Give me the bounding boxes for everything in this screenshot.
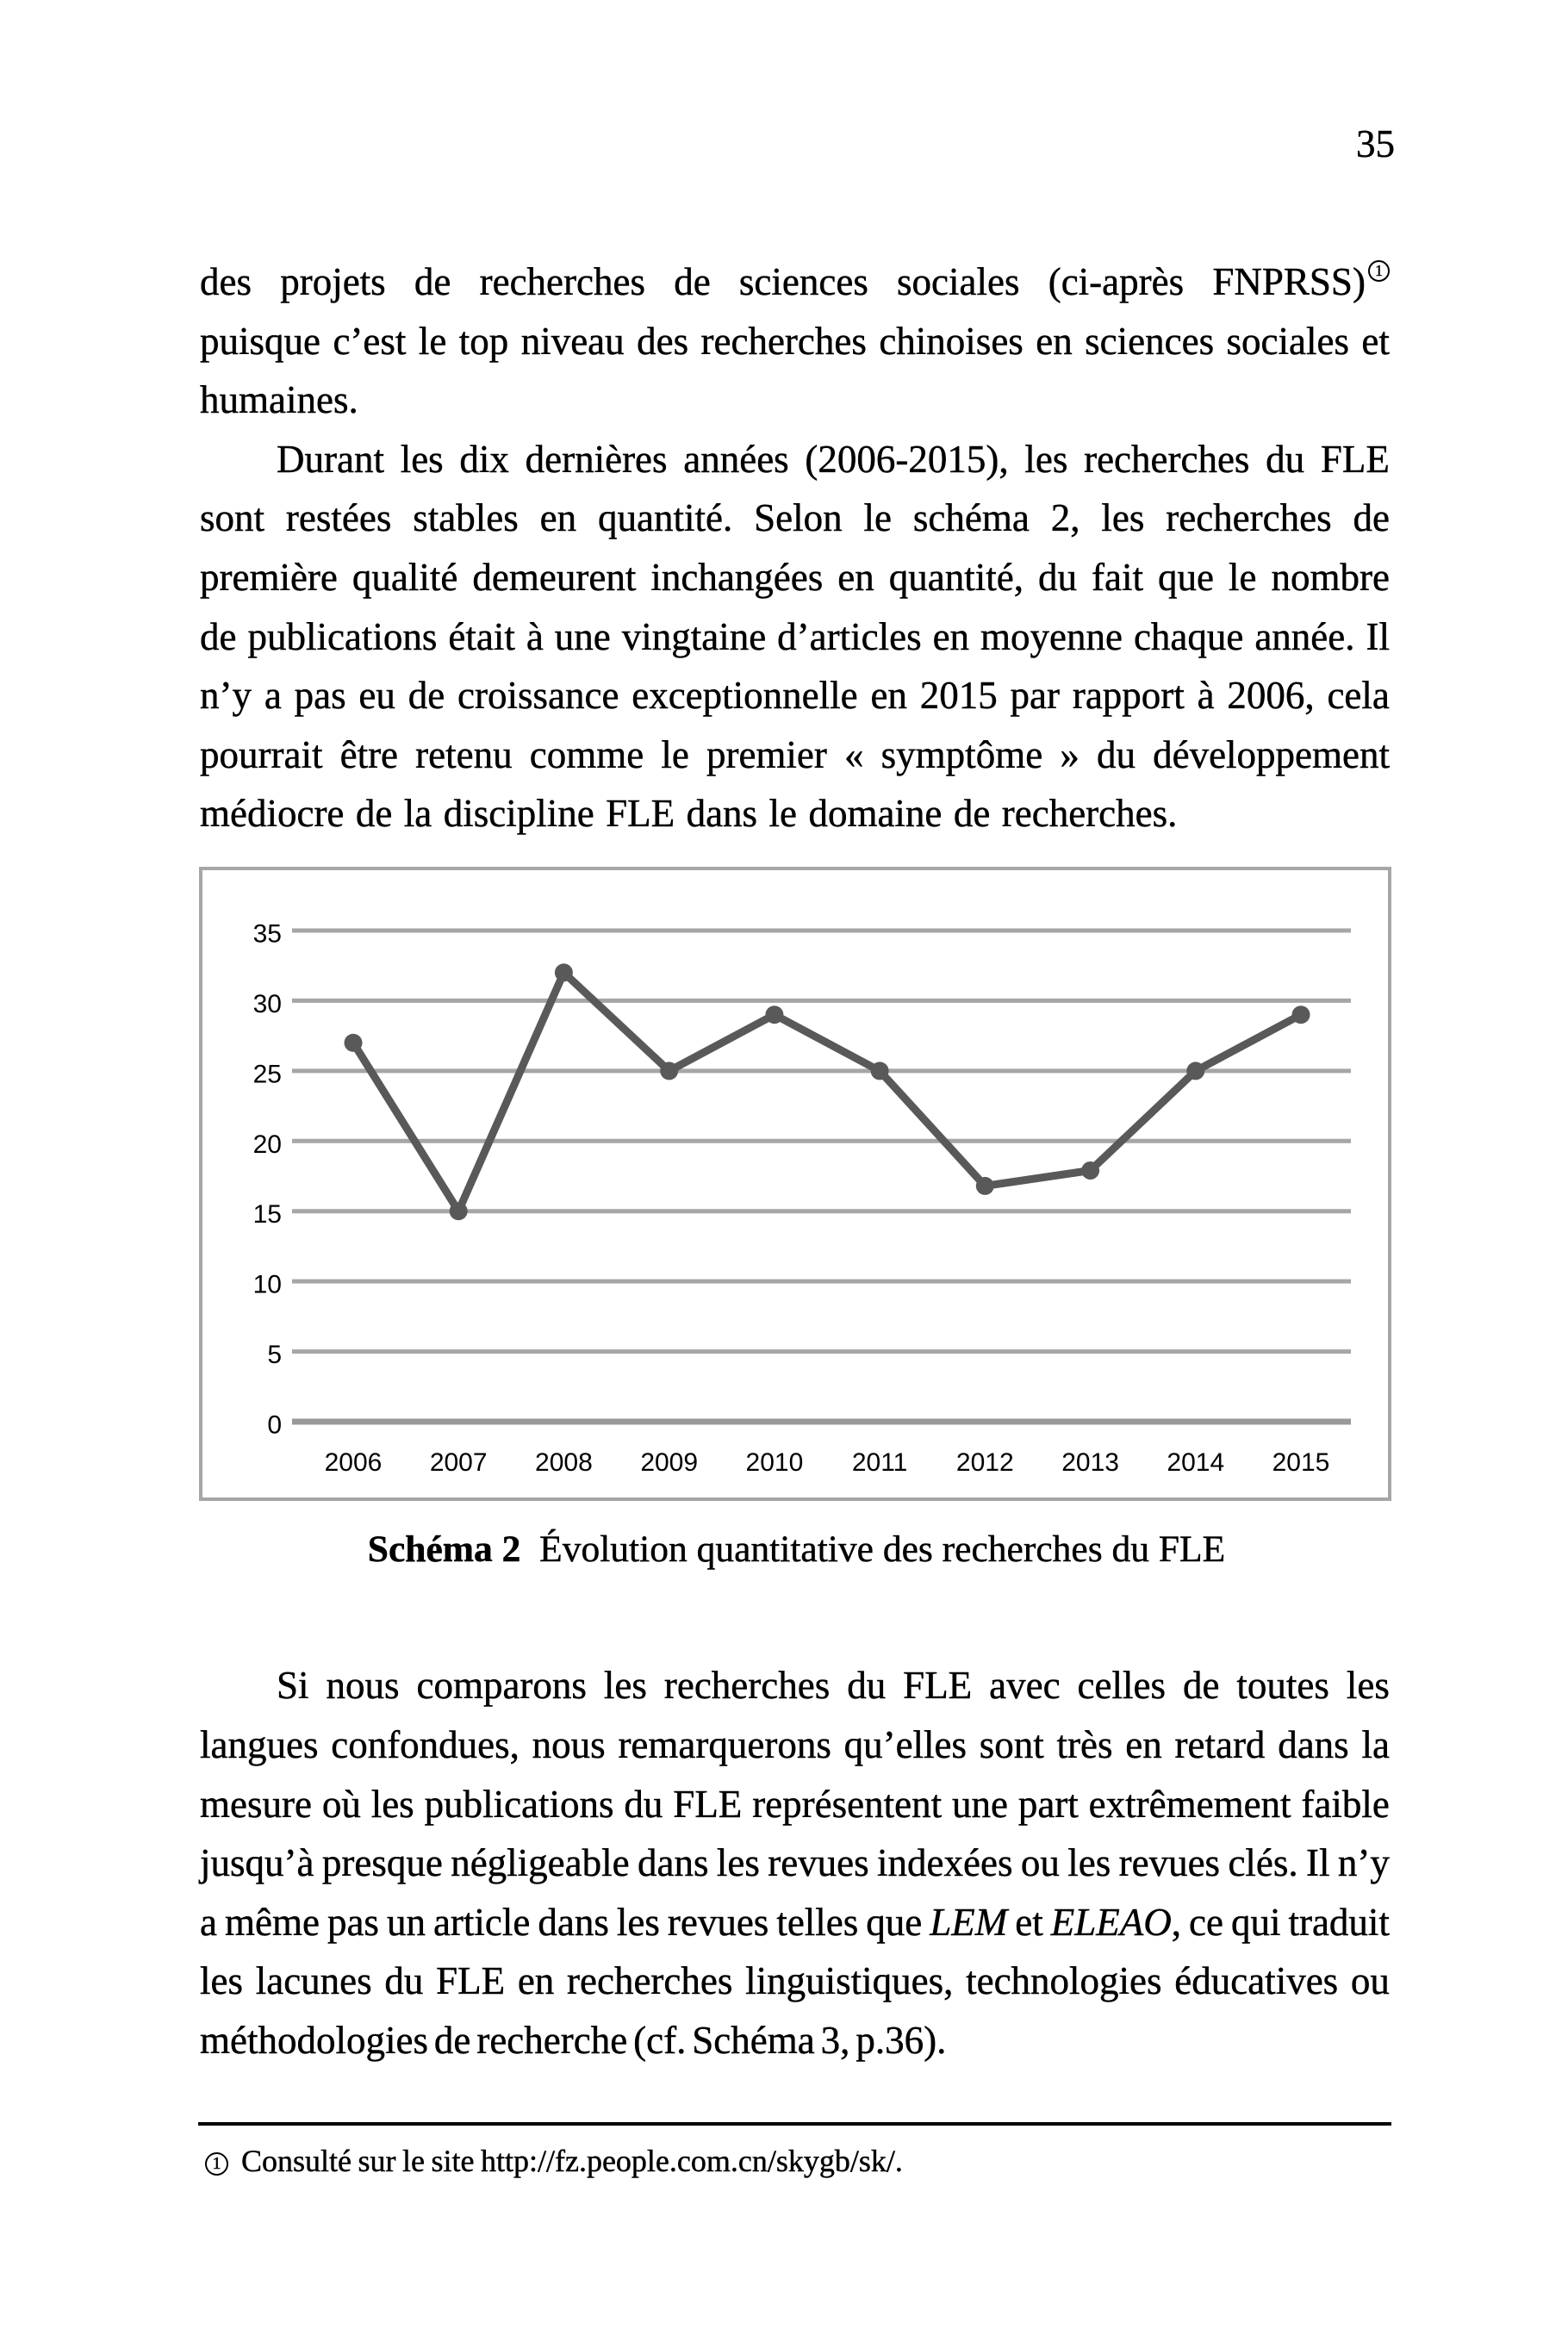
svg-text:25: 25 [253,1060,282,1088]
svg-text:2007: 2007 [430,1448,488,1477]
svg-text:2009: 2009 [640,1448,698,1477]
svg-text:2006: 2006 [325,1448,383,1477]
svg-text:30: 30 [253,990,282,1018]
svg-text:20: 20 [253,1130,282,1159]
svg-text:35: 35 [253,920,282,949]
svg-text:15: 15 [253,1200,282,1229]
svg-text:2011: 2011 [852,1448,908,1477]
svg-text:2008: 2008 [535,1448,593,1477]
svg-text:5: 5 [267,1341,282,1369]
svg-text:0: 0 [267,1411,282,1440]
svg-text:2015: 2015 [1272,1448,1330,1477]
svg-text:2014: 2014 [1167,1448,1224,1477]
svg-text:2012: 2012 [956,1448,1014,1477]
svg-text:10: 10 [253,1271,282,1299]
svg-text:2013: 2013 [1061,1448,1119,1477]
svg-text:2010: 2010 [746,1448,804,1477]
